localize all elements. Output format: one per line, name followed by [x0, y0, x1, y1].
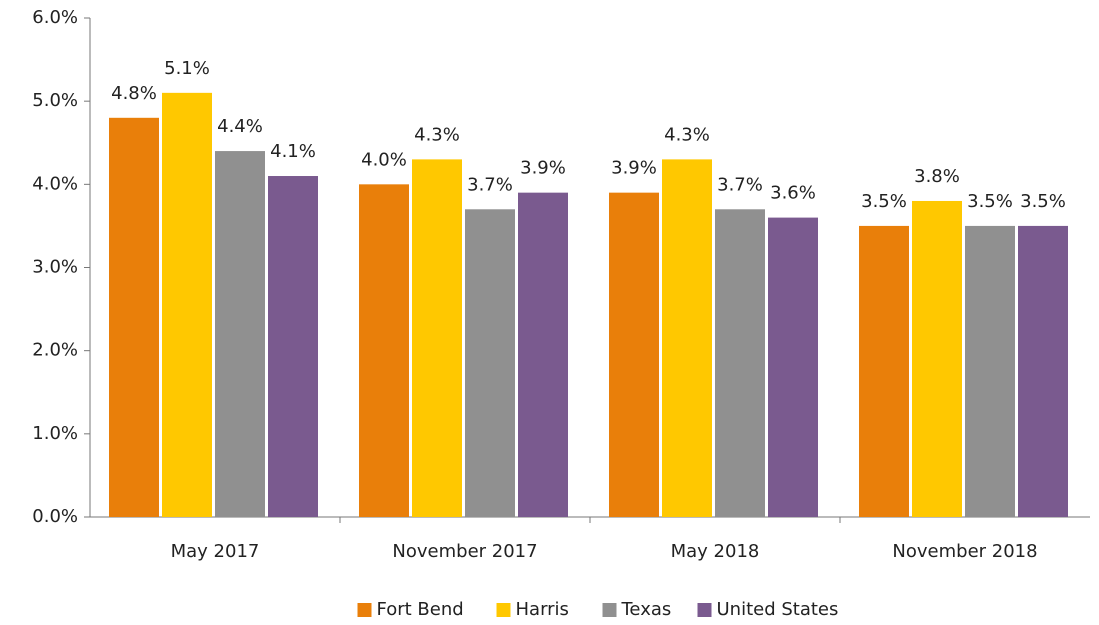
y-tick-label: 5.0%: [32, 90, 78, 111]
x-tick-label: May 2017: [171, 541, 260, 562]
data-label: 3.5%: [1020, 191, 1066, 212]
x-tick-label: November 2018: [892, 541, 1037, 562]
legend-label: United States: [717, 599, 839, 620]
bar: [465, 209, 515, 518]
data-label: 4.3%: [414, 124, 460, 145]
bar: [715, 209, 765, 518]
data-label: 3.6%: [770, 183, 816, 204]
legend-label: Harris: [516, 599, 569, 620]
bar: [162, 92, 212, 517]
y-tick-label: 0.0%: [32, 506, 78, 527]
y-tick-label: 1.0%: [32, 423, 78, 444]
bar: [912, 200, 962, 517]
bar: [609, 192, 659, 517]
data-label: 3.8%: [914, 166, 960, 187]
legend-swatch: [496, 603, 511, 617]
data-label: 3.7%: [717, 174, 763, 195]
data-label: 3.5%: [861, 191, 907, 212]
bar: [109, 117, 159, 518]
legend-swatch: [602, 603, 617, 617]
y-tick-label: 4.0%: [32, 173, 78, 194]
legend-swatch: [357, 603, 372, 617]
data-label: 4.3%: [664, 124, 710, 145]
bar: [1018, 225, 1068, 517]
x-tick-label: May 2018: [671, 541, 760, 562]
bar: [859, 225, 909, 517]
bar: [412, 159, 462, 517]
bar: [662, 159, 712, 517]
bar: [768, 217, 818, 517]
y-tick-label: 2.0%: [32, 340, 78, 361]
data-label: 3.7%: [467, 174, 513, 195]
bar: [965, 225, 1015, 517]
legend-label: Texas: [621, 599, 672, 620]
data-label: 3.9%: [611, 158, 657, 179]
bar: [215, 151, 265, 518]
y-tick-label: 3.0%: [32, 257, 78, 278]
legend-swatch: [697, 603, 712, 617]
bar: [268, 176, 318, 517]
x-tick-label: November 2017: [392, 541, 537, 562]
y-tick-label: 6.0%: [32, 7, 78, 28]
bar: [518, 192, 568, 517]
data-label: 3.9%: [520, 158, 566, 179]
data-label: 4.8%: [111, 83, 157, 104]
data-label: 4.1%: [270, 141, 316, 162]
data-label: 5.1%: [164, 58, 210, 79]
legend-label: Fort Bend: [377, 599, 464, 620]
data-label: 3.5%: [967, 191, 1013, 212]
data-label: 4.0%: [361, 149, 407, 170]
bar: [359, 184, 409, 518]
data-label: 4.4%: [217, 116, 263, 137]
